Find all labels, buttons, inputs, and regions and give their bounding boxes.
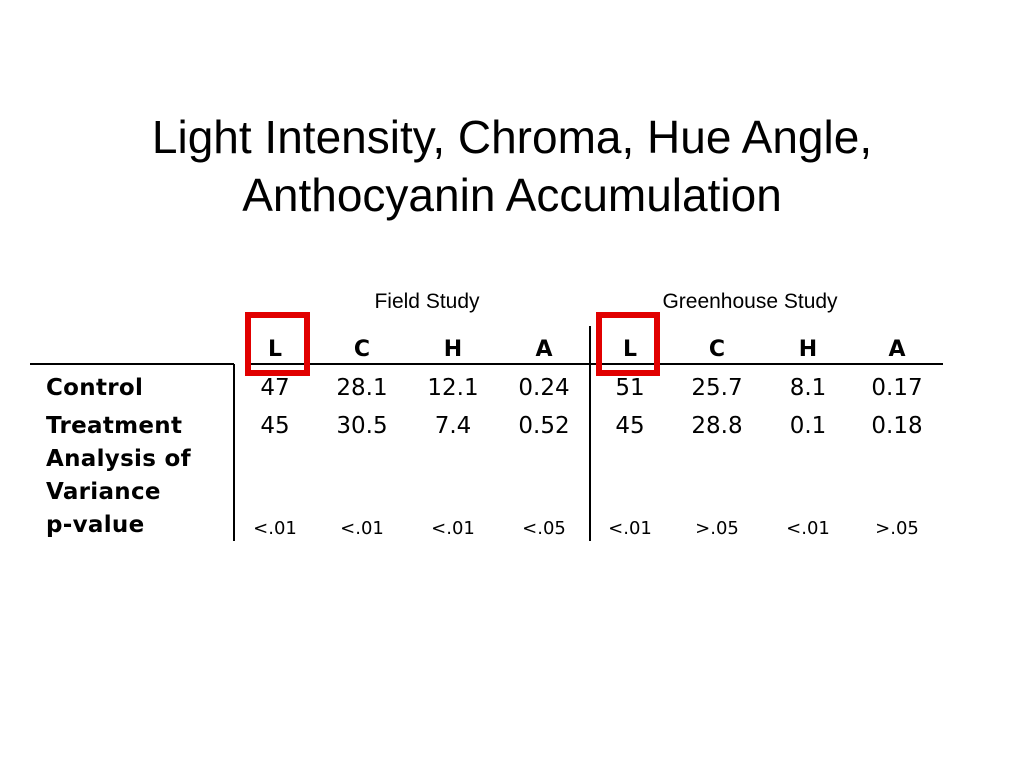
table-cell: 45 xyxy=(615,413,645,439)
header-rule-left xyxy=(30,363,234,365)
table-cell: 45 xyxy=(260,413,290,439)
table-cell: 28.1 xyxy=(336,375,388,401)
table-cell: 0.17 xyxy=(871,375,923,401)
group-header-field-study: Field Study xyxy=(374,290,480,313)
table-cell: 30.5 xyxy=(336,413,388,439)
table-cell: 47 xyxy=(260,375,290,401)
slide-title-line-1: Light Intensity, Chroma, Hue Angle, xyxy=(151,111,873,163)
table-cell: >.05 xyxy=(695,518,739,539)
table-cell: 8.1 xyxy=(789,375,827,401)
table-cell: 7.4 xyxy=(434,413,472,439)
highlight-box-greenhouse-l xyxy=(596,312,660,376)
row-label-p-value: p-value xyxy=(46,512,145,538)
column-header-field-c: C xyxy=(353,337,371,362)
row-label-treatment: Treatment xyxy=(46,413,183,439)
table-cell: 28.8 xyxy=(691,413,743,439)
row-label-variance: Variance xyxy=(46,479,161,505)
table-cell: 25.7 xyxy=(691,375,743,401)
table-cell: <.01 xyxy=(340,518,384,539)
table-cell: <.01 xyxy=(431,518,475,539)
group-divider xyxy=(589,326,591,541)
table-cell: 51 xyxy=(615,375,645,401)
row-label-divider xyxy=(233,364,235,541)
highlight-box-field-l xyxy=(245,312,310,376)
table-cell: 0.52 xyxy=(518,413,570,439)
column-header-field-l: L xyxy=(267,337,283,362)
table-cell: 12.1 xyxy=(427,375,479,401)
column-header-greenhouse-l: L xyxy=(622,337,638,362)
table-cell: <.01 xyxy=(253,518,297,539)
table-cell: 0.1 xyxy=(789,413,827,439)
column-header-field-h: H xyxy=(443,337,463,362)
group-header-greenhouse-study: Greenhouse Study xyxy=(662,290,838,313)
column-header-greenhouse-c: C xyxy=(708,337,726,362)
slide-title: Light Intensity, Chroma, Hue Angle, Anth… xyxy=(0,108,1024,224)
column-header-field-a: A xyxy=(535,337,553,362)
table-cell: <.05 xyxy=(522,518,566,539)
column-header-greenhouse-h: H xyxy=(798,337,818,362)
table-cell: >.05 xyxy=(875,518,919,539)
slide-title-line-2: Anthocyanin Accumulation xyxy=(242,169,782,221)
table-cell: 0.24 xyxy=(518,375,570,401)
table-cell: 0.18 xyxy=(871,413,923,439)
row-label-control: Control xyxy=(46,375,144,401)
table-cell: <.01 xyxy=(608,518,652,539)
row-label-analysis-of: Analysis of xyxy=(46,446,191,472)
column-header-greenhouse-a: A xyxy=(888,337,906,362)
table-cell: <.01 xyxy=(786,518,830,539)
header-rule-right xyxy=(246,363,943,365)
